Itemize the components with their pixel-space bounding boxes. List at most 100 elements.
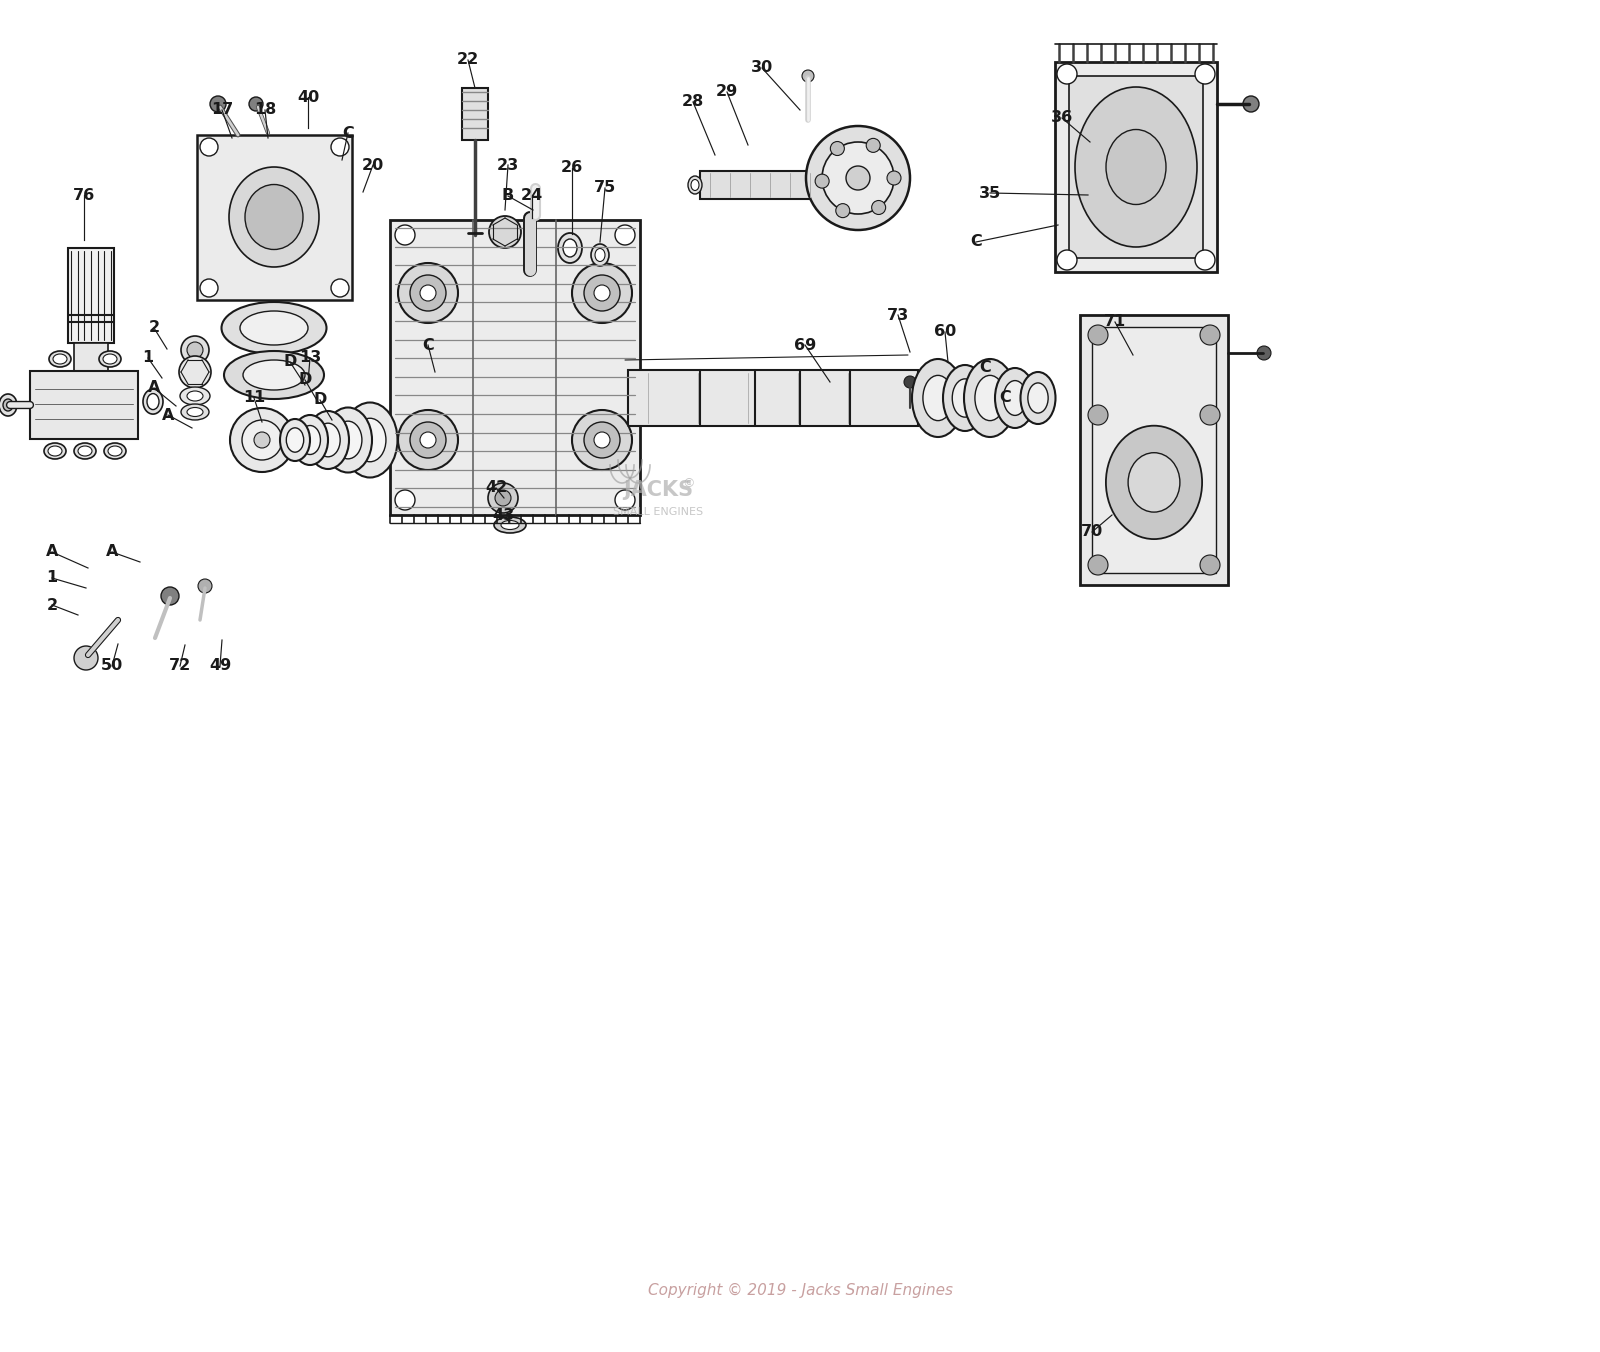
Bar [627, 370, 918, 426]
Text: 28: 28 [682, 95, 704, 110]
Circle shape [490, 216, 522, 247]
Ellipse shape [501, 521, 518, 530]
Ellipse shape [1027, 383, 1048, 414]
Text: 22: 22 [458, 53, 478, 68]
Ellipse shape [280, 419, 310, 461]
Circle shape [494, 489, 510, 506]
Text: C: C [979, 360, 990, 375]
Ellipse shape [1106, 426, 1202, 539]
Ellipse shape [179, 387, 210, 406]
Circle shape [410, 274, 446, 311]
Text: C: C [342, 126, 354, 141]
Circle shape [242, 420, 282, 460]
Ellipse shape [50, 352, 70, 366]
Circle shape [822, 142, 894, 214]
Ellipse shape [942, 365, 987, 431]
Ellipse shape [963, 360, 1016, 437]
Ellipse shape [563, 239, 578, 257]
Circle shape [584, 422, 621, 458]
Ellipse shape [323, 407, 371, 472]
Ellipse shape [102, 354, 117, 364]
Circle shape [230, 408, 294, 472]
Ellipse shape [229, 168, 318, 266]
Circle shape [814, 174, 829, 188]
Ellipse shape [187, 391, 203, 402]
Ellipse shape [221, 301, 326, 354]
Ellipse shape [691, 180, 699, 191]
Text: ©: © [682, 477, 694, 491]
Circle shape [1058, 250, 1077, 270]
Bar [197, 135, 352, 300]
Circle shape [1088, 556, 1107, 575]
Circle shape [1243, 96, 1259, 112]
Bar [390, 220, 640, 515]
Ellipse shape [342, 403, 397, 477]
Text: 50: 50 [101, 658, 123, 673]
Circle shape [1195, 250, 1214, 270]
Ellipse shape [494, 516, 526, 533]
Circle shape [398, 264, 458, 323]
Text: 72: 72 [170, 658, 190, 673]
Circle shape [1088, 406, 1107, 425]
Bar [1080, 315, 1229, 585]
Circle shape [830, 142, 845, 155]
Circle shape [866, 138, 880, 153]
Text: C: C [422, 338, 434, 353]
Circle shape [802, 70, 814, 82]
Ellipse shape [1003, 381, 1027, 415]
Text: 2: 2 [46, 598, 58, 612]
Text: SMALL ENGINES: SMALL ENGINES [613, 507, 702, 516]
Text: D: D [298, 373, 312, 388]
Ellipse shape [307, 411, 349, 469]
Ellipse shape [688, 176, 702, 193]
Ellipse shape [291, 415, 328, 465]
Bar [74, 343, 109, 370]
Text: A: A [147, 380, 160, 396]
Text: A: A [162, 407, 174, 422]
Ellipse shape [224, 352, 323, 399]
Bar [701, 170, 838, 199]
Ellipse shape [286, 427, 304, 452]
Circle shape [1058, 64, 1077, 84]
Ellipse shape [74, 443, 96, 458]
Ellipse shape [952, 379, 978, 418]
Text: 13: 13 [299, 350, 322, 365]
Ellipse shape [354, 418, 386, 462]
Ellipse shape [243, 360, 306, 389]
Ellipse shape [334, 422, 362, 458]
Text: 23: 23 [498, 157, 518, 173]
Circle shape [179, 356, 211, 388]
Circle shape [398, 410, 458, 470]
Ellipse shape [974, 376, 1005, 420]
Circle shape [584, 274, 621, 311]
Circle shape [1195, 64, 1214, 84]
Circle shape [835, 204, 850, 218]
Circle shape [904, 376, 915, 388]
Ellipse shape [147, 393, 158, 410]
Bar [1054, 62, 1218, 272]
Ellipse shape [45, 443, 66, 458]
Ellipse shape [923, 376, 954, 420]
Circle shape [614, 489, 635, 510]
Ellipse shape [834, 172, 853, 197]
Ellipse shape [995, 368, 1035, 429]
Circle shape [200, 279, 218, 297]
Text: 26: 26 [562, 161, 582, 176]
Ellipse shape [181, 404, 210, 420]
Circle shape [1200, 324, 1221, 345]
Ellipse shape [187, 407, 203, 416]
Ellipse shape [3, 399, 13, 411]
Circle shape [162, 587, 179, 604]
Text: B: B [502, 188, 514, 204]
Ellipse shape [1075, 87, 1197, 247]
Circle shape [410, 422, 446, 458]
Ellipse shape [315, 423, 341, 457]
Text: 69: 69 [794, 338, 816, 353]
Text: 1: 1 [142, 350, 154, 365]
Circle shape [187, 342, 203, 358]
Circle shape [250, 97, 262, 111]
Ellipse shape [590, 243, 610, 266]
Bar [1069, 76, 1203, 258]
Circle shape [1258, 346, 1270, 360]
Circle shape [74, 646, 98, 671]
